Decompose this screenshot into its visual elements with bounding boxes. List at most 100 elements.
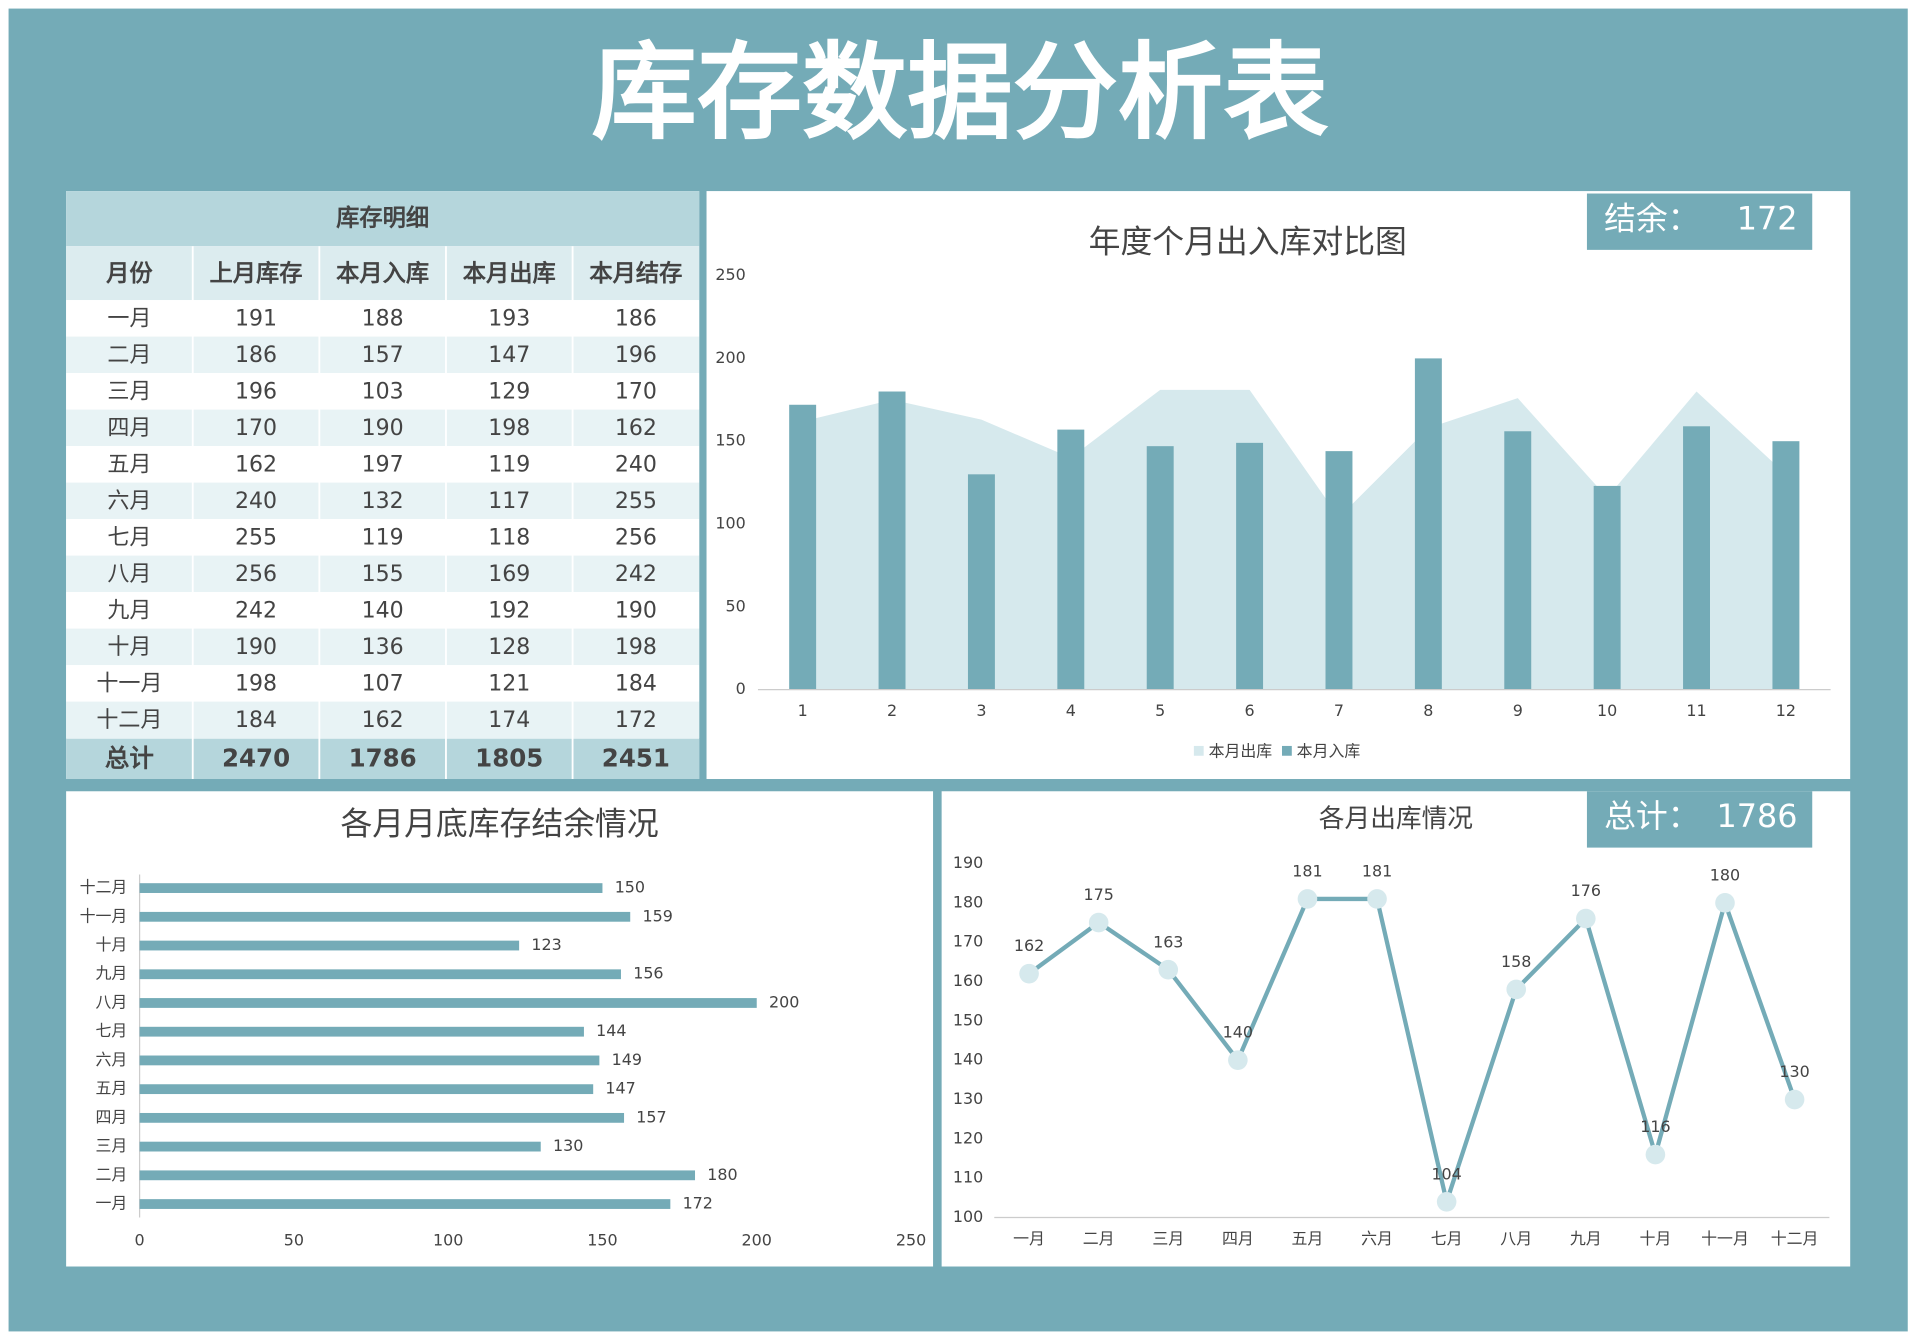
table-cell: 四月 xyxy=(107,416,151,441)
bar xyxy=(1504,431,1532,690)
table-row xyxy=(66,519,700,556)
y-tick-label: 190 xyxy=(953,853,983,872)
bar xyxy=(139,1055,600,1066)
data-label: 147 xyxy=(605,1079,635,1098)
y-tick-label: 一月 xyxy=(96,1194,128,1213)
table-row xyxy=(66,555,700,593)
data-label: 176 xyxy=(1571,881,1601,900)
y-tick-label: 160 xyxy=(953,971,983,990)
table-cell: 128 xyxy=(488,635,530,660)
data-label: 149 xyxy=(612,1050,642,1069)
table-row xyxy=(66,446,700,483)
marker xyxy=(1019,963,1039,984)
data-label: 123 xyxy=(531,935,561,954)
y-tick-label: 150 xyxy=(715,431,745,450)
table-row xyxy=(66,336,700,374)
x-tick-label: 三月 xyxy=(1152,1229,1184,1248)
data-label: 157 xyxy=(636,1107,666,1126)
marker xyxy=(1228,1050,1248,1070)
table-cell: 162 xyxy=(362,708,404,733)
table-cell: 八月 xyxy=(107,562,151,587)
table-row xyxy=(66,373,700,410)
x-tick-label: 6 xyxy=(1245,701,1255,720)
y-tick-label: 十月 xyxy=(96,935,128,954)
bar xyxy=(139,998,757,1008)
summary-value: 1786 xyxy=(1717,797,1798,835)
x-tick-label: 七月 xyxy=(1431,1229,1463,1248)
table-cell: 256 xyxy=(235,562,277,587)
y-tick-label: 八月 xyxy=(96,992,128,1011)
table-cell: 121 xyxy=(488,672,530,697)
marker xyxy=(1297,889,1318,909)
table-header-row xyxy=(66,246,700,301)
marker xyxy=(1715,893,1735,913)
legend-label: 本月出库 xyxy=(1209,742,1273,761)
y-tick-label: 五月 xyxy=(96,1079,128,1098)
bar xyxy=(139,1199,671,1209)
table-cell: 192 xyxy=(488,599,530,624)
data-label: 181 xyxy=(1292,861,1322,880)
bar xyxy=(139,1170,696,1181)
table-total-row xyxy=(66,738,700,780)
data-label: 104 xyxy=(1431,1164,1461,1183)
marker xyxy=(1506,979,1527,1000)
x-tick-label: 7 xyxy=(1334,701,1344,720)
table-cell: 三月 xyxy=(107,380,151,405)
summary-label: 总计： xyxy=(1604,797,1699,835)
y-tick-label: 180 xyxy=(953,892,983,911)
table-cell: 198 xyxy=(615,635,657,660)
table-cell: 242 xyxy=(235,599,277,624)
table-cell: 198 xyxy=(235,672,277,697)
x-tick-label: 一月 xyxy=(1013,1229,1045,1248)
table-cell: 170 xyxy=(615,380,657,405)
x-tick-label: 九月 xyxy=(1570,1229,1602,1248)
table-cell: 184 xyxy=(235,708,277,733)
table-cell: 172 xyxy=(615,708,657,733)
table-total-cell: 2451 xyxy=(602,743,670,772)
column-header: 本月入库 xyxy=(336,260,429,287)
chart-title: 各月出库情况 xyxy=(1319,804,1473,834)
chart-title: 各月月底库存结余情况 xyxy=(340,805,658,843)
bar xyxy=(1236,442,1264,690)
table-cell: 162 xyxy=(235,453,277,478)
table-title-row xyxy=(66,191,700,247)
table-cell: 140 xyxy=(362,599,404,624)
table-row xyxy=(66,300,700,337)
y-tick-label: 250 xyxy=(715,265,745,284)
area xyxy=(802,389,1786,690)
table-cell: 240 xyxy=(235,489,277,514)
table-cell: 119 xyxy=(488,453,530,478)
summary-value: 172 xyxy=(1737,199,1798,237)
table-cell: 197 xyxy=(362,453,404,478)
data-label: 180 xyxy=(707,1165,737,1184)
y-tick-label: 六月 xyxy=(96,1050,128,1069)
y-tick-label: 50 xyxy=(725,596,745,615)
column-header: 上月库存 xyxy=(210,260,303,287)
y-tick-label: 120 xyxy=(953,1128,983,1147)
table-cell: 170 xyxy=(235,416,277,441)
data-label: 116 xyxy=(1640,1117,1670,1136)
x-tick-label: 4 xyxy=(1066,701,1076,720)
table-cell: 169 xyxy=(488,562,530,587)
table-cell: 240 xyxy=(615,453,657,478)
data-label: 130 xyxy=(553,1136,583,1155)
x-tick-label: 8 xyxy=(1423,701,1433,720)
data-label: 159 xyxy=(642,906,672,925)
y-tick-label: 十二月 xyxy=(80,878,128,897)
y-tick-label: 四月 xyxy=(96,1107,128,1126)
marker xyxy=(1436,1191,1457,1212)
legend-label: 本月入库 xyxy=(1297,742,1361,761)
x-tick-label: 四月 xyxy=(1222,1229,1254,1248)
table-cell: 117 xyxy=(488,489,530,514)
summary-box xyxy=(1586,193,1813,250)
column-header: 本月结存 xyxy=(589,260,682,287)
table-cell: 七月 xyxy=(107,526,151,551)
table-cell: 一月 xyxy=(107,307,151,332)
x-tick-label: 3 xyxy=(976,701,986,720)
y-tick-label: 七月 xyxy=(96,1021,128,1040)
table-cell: 196 xyxy=(615,343,657,368)
x-tick-label: 十一月 xyxy=(1701,1229,1749,1248)
bar xyxy=(139,969,621,980)
bar xyxy=(1325,451,1353,690)
